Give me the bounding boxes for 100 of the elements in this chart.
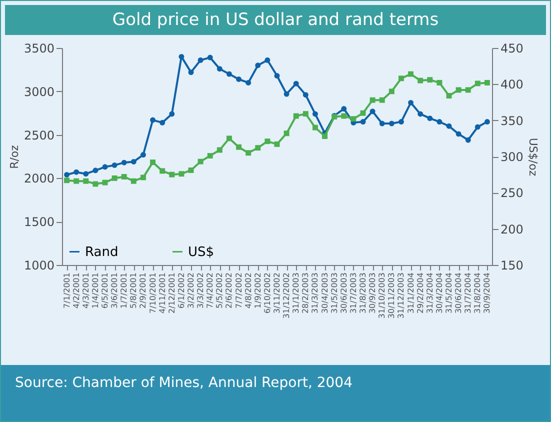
chart-title: Gold price in US dollar and rand terms	[5, 5, 546, 35]
y-tick-label: 2000	[24, 172, 54, 186]
x-tick-label: 6/10/2002	[262, 272, 272, 314]
x-tick-label: 30/9/2004	[482, 272, 492, 314]
point	[474, 124, 480, 130]
point	[207, 153, 213, 159]
x-tick-label: 5/8/2001	[129, 272, 138, 308]
point	[236, 76, 242, 82]
x-tick-label: 30/9/2003	[368, 272, 378, 314]
point	[130, 158, 136, 164]
x-tick-label: 7/7/2002	[234, 272, 244, 308]
point	[436, 119, 442, 125]
point	[341, 113, 347, 119]
point	[465, 87, 471, 93]
point	[130, 178, 136, 184]
point	[312, 111, 318, 117]
point	[160, 120, 166, 126]
x-tick-label: 3/6/2001	[110, 272, 120, 308]
legend-label: US$	[188, 244, 214, 260]
point	[83, 178, 89, 184]
x-tick-label: 31/3/2003	[310, 272, 320, 314]
point	[150, 160, 156, 166]
point	[160, 168, 166, 174]
point	[370, 108, 376, 114]
x-tick-label: 31/3/2004	[425, 272, 434, 314]
x-tick-label: 6/5/2001	[100, 272, 110, 308]
point	[446, 93, 452, 98]
point	[456, 131, 462, 137]
y-tick-label: 3000	[24, 84, 54, 99]
x-tick-label: 2/9/2001	[138, 272, 148, 308]
point	[398, 119, 404, 125]
point	[121, 174, 127, 180]
point	[274, 141, 280, 147]
point	[216, 66, 222, 72]
point	[350, 116, 356, 122]
point	[322, 134, 328, 139]
point	[169, 172, 175, 178]
point	[198, 57, 204, 63]
point	[178, 54, 184, 60]
point	[264, 57, 270, 63]
point	[226, 71, 232, 77]
legend-label: Rand	[85, 244, 118, 260]
x-tick-label: 31/12/2002	[282, 272, 292, 319]
x-tick-label: 31/1/2003	[292, 272, 301, 314]
point	[102, 180, 108, 186]
point	[341, 106, 347, 112]
point	[293, 80, 299, 86]
x-tick-label: 1/4/2001	[90, 272, 100, 308]
x-tick-label: 1/7/2001	[120, 272, 129, 308]
x-tick-label: 31/7/2004	[464, 272, 473, 314]
point	[207, 54, 213, 60]
y-tick-label: 2500	[24, 128, 54, 142]
point	[150, 117, 156, 123]
point	[188, 70, 194, 76]
y-tick-label: 1000	[24, 258, 54, 272]
x-tick-label: 31/8/2003	[358, 272, 368, 314]
y-axis-title: R/oz	[8, 144, 21, 169]
point	[474, 80, 480, 86]
x-tick-label: 31/5/2003	[330, 272, 339, 314]
x-tick-label: 6/1/2002	[176, 272, 186, 308]
point	[226, 136, 232, 142]
x-tick-label: 30/4/2004	[434, 272, 444, 314]
x-tick-label: 28/2/2003	[301, 272, 310, 314]
point	[484, 80, 490, 86]
x-tick-label: 30/6/2003	[339, 272, 348, 314]
point	[360, 110, 366, 116]
x-tick-label: 3/2/2002	[186, 272, 196, 308]
point	[446, 123, 452, 129]
x-tick-label: 31/10/2003	[378, 272, 387, 319]
point	[112, 175, 118, 181]
x-tick-label: 31/7/2003	[348, 272, 358, 314]
x-tick-label: 30/11/2003	[387, 272, 396, 319]
y2-tick-label: 350	[500, 114, 524, 128]
y2-tick-label: 300	[500, 150, 524, 164]
x-tick-label: 7/4/2002	[206, 272, 215, 308]
point	[293, 113, 299, 119]
point	[83, 171, 89, 177]
point	[388, 120, 394, 126]
y2-axis-title: US$/oz	[526, 138, 540, 176]
point	[246, 150, 252, 156]
point	[302, 92, 308, 98]
point	[74, 178, 80, 184]
point	[64, 178, 70, 184]
x-tick-label: 7/10/2001	[148, 272, 158, 314]
point	[284, 130, 290, 136]
x-tick-label: 31/8/2004	[473, 272, 482, 314]
x-tick-label: 7/1/2001	[62, 272, 72, 308]
x-tick-label: 4/11/2001	[158, 272, 167, 314]
point	[418, 111, 424, 117]
x-tick-label: 4/8/2002	[244, 272, 253, 308]
point	[102, 164, 108, 170]
point	[360, 119, 366, 125]
x-tick-label: 2/6/2002	[224, 272, 234, 308]
point	[284, 91, 290, 97]
point	[178, 171, 184, 177]
x-tick-label: 4/3/2001	[81, 272, 90, 308]
y2-tick-label: 150	[500, 258, 524, 272]
x-tick-label: 2/12/2001	[167, 272, 176, 314]
point	[436, 80, 442, 86]
x-tick-label: 29/2/2004	[416, 272, 425, 314]
